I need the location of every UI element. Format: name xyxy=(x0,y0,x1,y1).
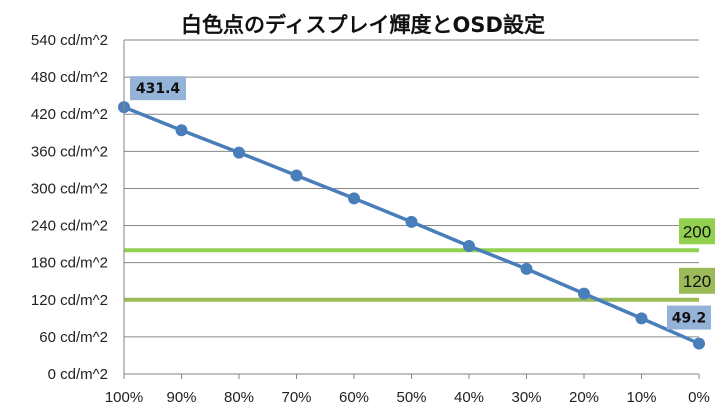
data-annotations: 431.4 49.2 xyxy=(130,76,711,330)
series-line xyxy=(118,101,705,350)
chart-title: 白色点のディスプレイ輝度とOSD設定 xyxy=(181,13,545,37)
data-point-20% xyxy=(578,287,590,300)
y-tick-label: 0 cd/m^2 xyxy=(48,366,108,383)
data-point-30% xyxy=(520,262,533,275)
data-point-90% xyxy=(175,124,188,137)
data-point-50% xyxy=(405,215,418,228)
annotation-box xyxy=(667,305,711,330)
y-tick-label: 120 cd/m^2 xyxy=(31,292,108,309)
x-tick-label: 90% xyxy=(166,389,196,406)
x-tick-label: 60% xyxy=(339,389,369,406)
x-tick-label: 0% xyxy=(688,389,710,406)
x-tick-label: 100% xyxy=(105,389,143,406)
x-tick-label: 30% xyxy=(511,389,541,406)
x-tick-label: 40% xyxy=(454,389,484,406)
y-tick-label: 420 cd/m^2 xyxy=(31,106,108,123)
reference-lines: 200 120 xyxy=(124,218,715,302)
x-tick-label: 50% xyxy=(396,389,426,406)
data-point-80% xyxy=(233,146,245,159)
gridlines xyxy=(124,39,699,338)
reference-label: 200 xyxy=(683,222,711,241)
y-tick-label: 240 cd/m^2 xyxy=(31,218,108,235)
y-tick-label: 360 cd/m^2 xyxy=(31,143,108,160)
annotation-box xyxy=(130,76,186,101)
y-tick-label: 60 cd/m^2 xyxy=(39,329,108,346)
x-tick-label: 20% xyxy=(569,389,599,406)
data-point-10% xyxy=(635,312,648,325)
annotation-label: 49.2 xyxy=(672,311,707,327)
y-tick-label: 540 cd/m^2 xyxy=(31,32,108,49)
reference-label-box xyxy=(679,218,715,245)
data-point-40% xyxy=(463,239,475,252)
y-tick-label: 300 cd/m^2 xyxy=(31,180,108,197)
y-tick-label: 180 cd/m^2 xyxy=(31,255,108,272)
data-point-70% xyxy=(290,169,303,182)
y-tick-label: 480 cd/m^2 xyxy=(31,69,108,86)
x-tick-label: 10% xyxy=(626,389,656,406)
reference-label-box xyxy=(679,267,715,294)
x-axis-ticks: 100% 90% 80% 70% 60% 50% 40% 30% 20% 10% 0% xyxy=(105,374,710,406)
x-tick-label: 80% xyxy=(224,389,254,406)
y-axis-ticks: 0 cd/m^2 60 cd/m^2 120 cd/m^2 180 cd/m^2 240… xyxy=(31,32,108,383)
x-tick-label: 70% xyxy=(281,389,311,406)
annotation-label: 431.4 xyxy=(136,81,181,97)
data-point-60% xyxy=(348,192,360,205)
data-point-0% xyxy=(693,337,705,350)
reference-label: 120 xyxy=(683,272,711,291)
